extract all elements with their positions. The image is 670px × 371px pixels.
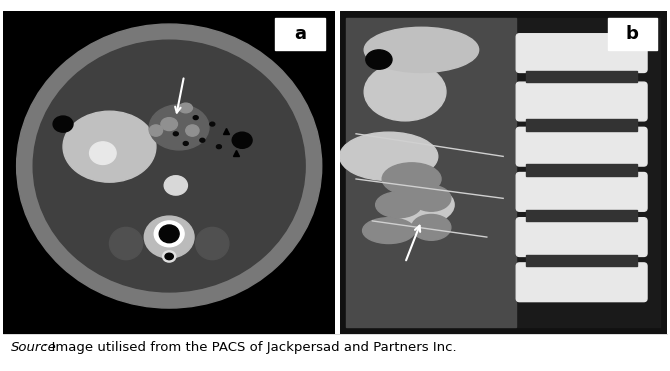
- Ellipse shape: [184, 141, 188, 145]
- Bar: [275, 17, 325, 50]
- Ellipse shape: [411, 186, 451, 211]
- Ellipse shape: [196, 227, 229, 260]
- Ellipse shape: [200, 138, 205, 142]
- Ellipse shape: [210, 122, 215, 126]
- Bar: [608, 17, 657, 50]
- FancyBboxPatch shape: [517, 218, 647, 256]
- Ellipse shape: [362, 218, 415, 243]
- FancyBboxPatch shape: [517, 263, 647, 302]
- FancyBboxPatch shape: [517, 34, 647, 72]
- Bar: [526, 164, 637, 176]
- Bar: [526, 71, 637, 82]
- Ellipse shape: [364, 27, 478, 72]
- Text: Source: Source: [11, 341, 57, 354]
- Bar: [346, 17, 517, 328]
- FancyBboxPatch shape: [517, 173, 647, 211]
- Ellipse shape: [186, 125, 199, 136]
- Ellipse shape: [159, 225, 179, 243]
- Ellipse shape: [389, 186, 454, 224]
- Ellipse shape: [364, 63, 446, 121]
- Ellipse shape: [34, 40, 305, 292]
- Ellipse shape: [179, 103, 192, 113]
- Ellipse shape: [149, 125, 163, 136]
- Ellipse shape: [165, 253, 174, 260]
- Bar: [526, 210, 637, 221]
- Ellipse shape: [154, 221, 184, 247]
- Text: : Image utilised from the PACS of Jackpersad and Partners Inc.: : Image utilised from the PACS of Jackpe…: [43, 341, 457, 354]
- Ellipse shape: [174, 132, 178, 136]
- Ellipse shape: [216, 145, 221, 149]
- Ellipse shape: [144, 216, 194, 258]
- Ellipse shape: [411, 214, 451, 240]
- Ellipse shape: [163, 251, 176, 262]
- Bar: [526, 255, 637, 266]
- Ellipse shape: [161, 118, 178, 131]
- FancyBboxPatch shape: [517, 127, 647, 166]
- Ellipse shape: [376, 192, 421, 218]
- Ellipse shape: [164, 176, 188, 195]
- Ellipse shape: [17, 24, 322, 308]
- FancyBboxPatch shape: [517, 82, 647, 121]
- Ellipse shape: [232, 132, 252, 148]
- Ellipse shape: [109, 227, 143, 260]
- Ellipse shape: [382, 163, 441, 195]
- Text: b: b: [626, 25, 639, 43]
- Ellipse shape: [366, 50, 392, 69]
- Ellipse shape: [63, 111, 156, 182]
- Ellipse shape: [90, 142, 116, 164]
- Ellipse shape: [149, 105, 209, 150]
- Ellipse shape: [193, 116, 198, 119]
- Ellipse shape: [340, 132, 438, 181]
- Text: a: a: [294, 25, 306, 43]
- Ellipse shape: [53, 116, 73, 132]
- Bar: [526, 119, 637, 131]
